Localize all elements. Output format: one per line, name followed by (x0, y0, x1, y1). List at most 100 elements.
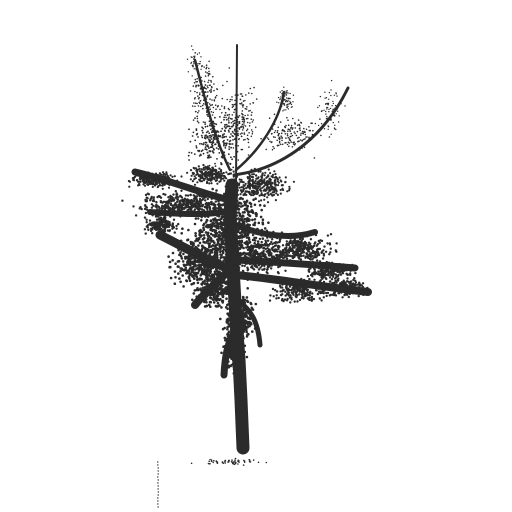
cloud-point (310, 247, 313, 251)
cloud-point (247, 210, 251, 214)
cloud-point (204, 148, 207, 151)
cloud-point (279, 188, 282, 192)
cloud-point (252, 252, 256, 255)
cloud-point (319, 269, 322, 273)
cloud-point (270, 254, 273, 257)
cloud-point (142, 177, 145, 180)
cloud-point (258, 256, 261, 259)
cloud-point (236, 346, 240, 349)
cloud-point (197, 202, 200, 205)
cloud-point (200, 143, 203, 145)
cloud-point (155, 200, 158, 204)
cloud-point (323, 274, 326, 277)
cloud-point (218, 143, 221, 145)
cloud-point (183, 264, 186, 268)
cloud-point (196, 132, 199, 135)
cloud-point (132, 205, 135, 208)
cloud-point (192, 252, 195, 255)
cloud-point (228, 315, 231, 318)
cloud-point (275, 192, 278, 195)
cloud-point (205, 301, 208, 304)
cloud-point (270, 193, 273, 196)
cloud-point (210, 168, 213, 172)
cloud-point (219, 175, 222, 178)
cloud-point (243, 258, 246, 262)
cloud-point (169, 174, 172, 177)
cloud-point (241, 204, 244, 208)
cloud-point (234, 211, 238, 215)
cloud-point (194, 110, 197, 113)
cloud-point (239, 218, 243, 222)
cloud-point (273, 187, 276, 190)
cloud-point (260, 199, 263, 202)
cloud-point (349, 288, 352, 291)
cloud-point (203, 282, 207, 285)
cloud-point (211, 278, 215, 281)
cloud-point (221, 198, 225, 202)
cloud-point (148, 219, 152, 222)
cloud-point (237, 94, 239, 96)
cloud-point (177, 248, 180, 252)
cloud-point (182, 242, 185, 245)
cloud-point (193, 268, 197, 271)
cloud-point (249, 202, 253, 206)
cloud-point (297, 253, 300, 256)
cloud-point (288, 246, 291, 249)
cloud-point (215, 305, 219, 308)
cloud-point (263, 267, 266, 270)
cloud-point (225, 297, 228, 301)
cloud-point (317, 287, 321, 290)
cloud-point (237, 132, 239, 135)
cloud-point (221, 136, 224, 139)
cloud-point (347, 290, 350, 293)
cloud-point (189, 240, 193, 244)
cloud-point (243, 228, 247, 232)
cloud-point (287, 280, 291, 283)
cloud-point (277, 296, 280, 300)
cloud-point (302, 254, 305, 257)
cloud-point (234, 350, 237, 354)
cloud-point (218, 244, 222, 248)
cloud-point (152, 196, 156, 199)
cloud-point (293, 300, 296, 303)
cloud-point (237, 297, 240, 300)
cloud-point (220, 121, 223, 124)
cloud-point (219, 237, 222, 240)
cloud-point (236, 189, 239, 192)
cloud-point (216, 238, 219, 241)
cloud-point (205, 66, 208, 69)
cloud-point (178, 277, 181, 280)
cloud-point (293, 233, 296, 236)
cloud-point (155, 178, 158, 181)
cloud-point (210, 202, 213, 206)
cloud-point (263, 204, 266, 207)
cloud-point (168, 237, 172, 240)
cloud-point (246, 134, 249, 137)
cloud-point (203, 265, 206, 268)
cloud-point (275, 294, 278, 297)
cloud-point (219, 180, 222, 183)
cloud-point (156, 195, 159, 199)
cloud-point (204, 141, 207, 144)
cloud-point (248, 275, 251, 278)
cloud-point (233, 204, 236, 208)
cloud-point (246, 266, 249, 269)
cloud-point (246, 248, 250, 251)
cloud-point (241, 269, 245, 273)
cloud-point (250, 168, 253, 171)
cloud-point (219, 253, 222, 256)
cloud-point (211, 223, 214, 227)
cloud-point (336, 285, 339, 289)
cloud-point (252, 254, 255, 258)
cloud-point (161, 204, 164, 208)
cloud-point (357, 288, 360, 291)
cloud-point (277, 247, 280, 251)
cloud-point (179, 239, 183, 243)
cloud-point (242, 296, 245, 300)
cloud-point (241, 300, 244, 304)
cloud-point (235, 107, 238, 110)
cloud-point (241, 342, 245, 345)
cloud-point (176, 260, 180, 263)
cloud-point (221, 227, 224, 230)
cloud-point (288, 249, 291, 253)
